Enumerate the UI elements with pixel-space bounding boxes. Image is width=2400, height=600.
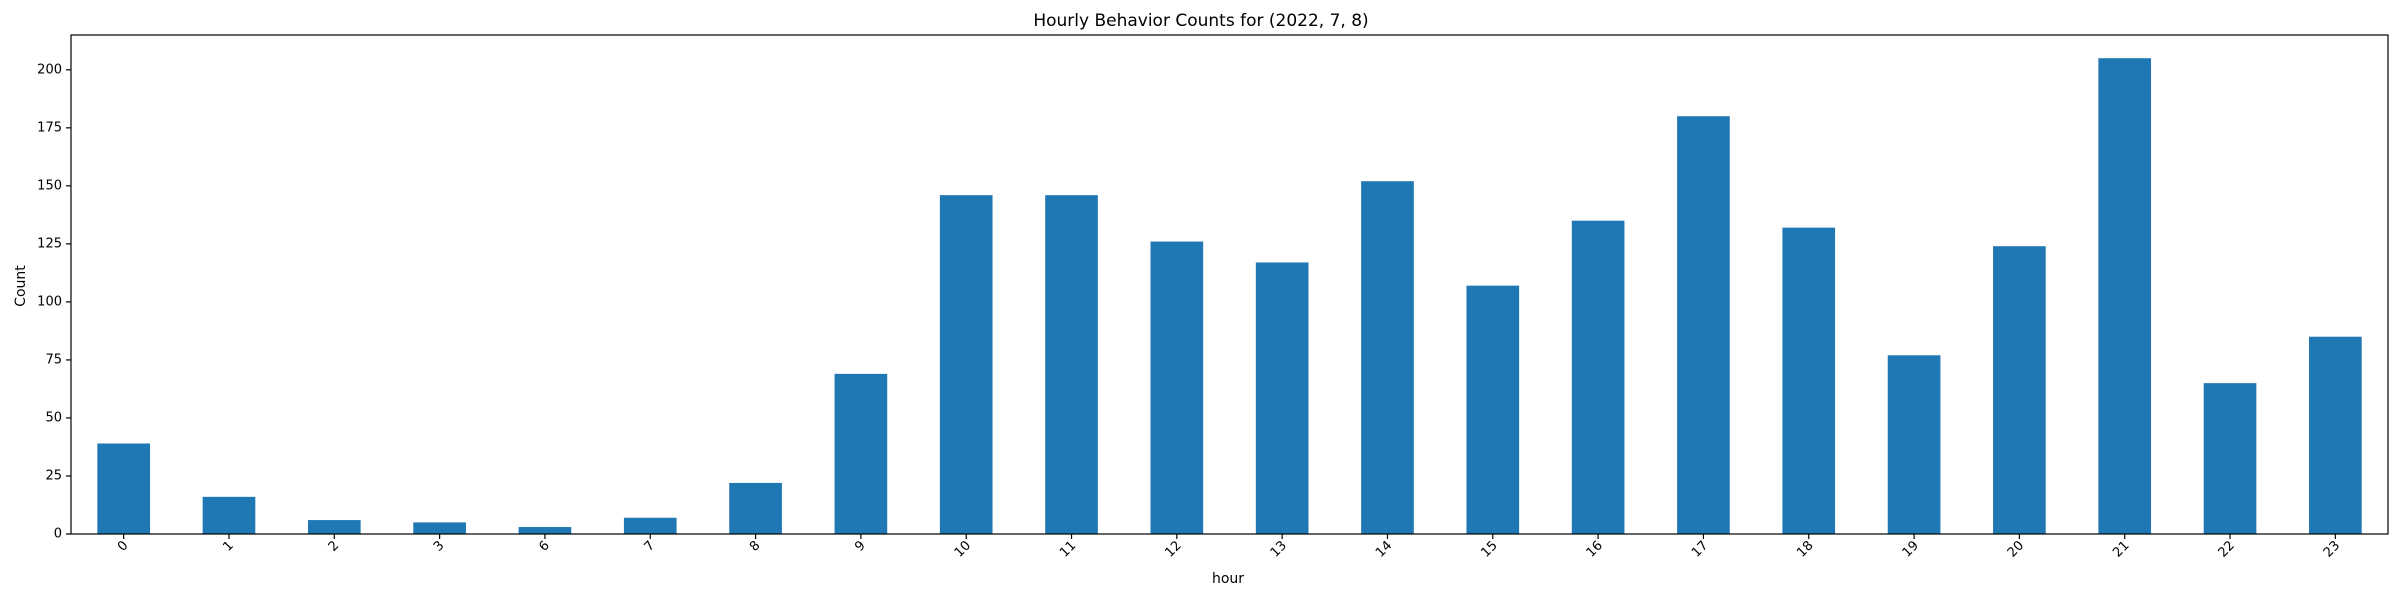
bar-hour-16 [1571,220,1625,534]
plot-frame [70,34,2389,535]
y-axis-label: Count [13,265,29,307]
bar-hour-12 [1150,241,1204,534]
y-tick-label: 200 [37,62,62,77]
y-tick-label: 50 [45,410,62,425]
x-axis-label: hour [1212,571,1244,587]
bar-hour-10 [939,195,993,535]
bar-hour-8 [729,482,782,534]
bar-hour-11 [1045,195,1098,535]
x-tick-label: 23 [2321,538,2343,560]
bar-hour-7 [623,517,677,534]
chart-title: Hourly Behavior Counts for (2022, 7, 8) [1033,11,1368,31]
y-axis-ticks: 0 25 50 75 100 125 150 175 200 [37,62,71,542]
x-tick-label: 3 [431,538,447,554]
x-tick-label: 13 [1268,538,1290,560]
x-tick-label: 19 [1900,538,1922,560]
bar-hour-2 [307,520,361,534]
x-tick-label: 12 [1162,538,1184,560]
x-tick-label: 6 [536,538,552,554]
y-tick-label: 150 [37,178,62,193]
bar-hour-9 [834,373,888,534]
y-tick-label: 125 [37,236,62,251]
bar-hour-19 [1887,355,1941,534]
bar-hour-1 [202,496,256,534]
x-axis-ticks: 0 1 2 3 6 7 8 9 10 11 12 13 14 15 16 17 18 19 20 21 22 23 [115,534,2343,561]
y-tick-label: 75 [45,352,62,367]
y-tick-label: 0 [54,527,62,542]
x-tick-label: 22 [2216,538,2238,560]
bar-hour-17 [1677,116,1730,535]
x-tick-label: 1 [220,538,236,554]
x-tick-label: 0 [115,538,131,554]
bar-hour-15 [1466,285,1520,534]
x-tick-label: 9 [852,538,868,554]
x-tick-label: 21 [2110,538,2132,560]
bar-hour-6 [518,527,572,534]
x-tick-label: 7 [642,538,658,554]
bar-hour-3 [413,522,466,534]
y-tick-label: 25 [45,468,62,483]
bar-hour-23 [2309,336,2362,534]
bar-hour-0 [97,443,150,534]
y-tick-label: 175 [37,120,62,135]
bar-hour-14 [1361,181,1414,534]
bar-hour-18 [1782,227,1836,534]
x-tick-label: 8 [747,538,763,554]
bars-group [97,58,2362,535]
x-tick-label: 14 [1373,538,1395,560]
x-tick-label: 17 [1689,538,1711,560]
x-tick-label: 18 [1794,538,1816,560]
bar-hour-21 [2098,58,2152,535]
y-tick-label: 100 [37,294,62,309]
x-tick-label: 10 [952,538,974,560]
bar-hour-22 [2203,383,2257,534]
bar-hour-13 [1255,262,1309,534]
bar-hour-20 [1993,246,2046,534]
x-tick-label: 15 [1478,538,1500,560]
x-tick-label: 2 [326,538,342,554]
x-tick-label: 20 [2005,538,2027,560]
x-tick-label: 16 [1584,538,1606,560]
x-tick-label: 11 [1057,538,1079,560]
